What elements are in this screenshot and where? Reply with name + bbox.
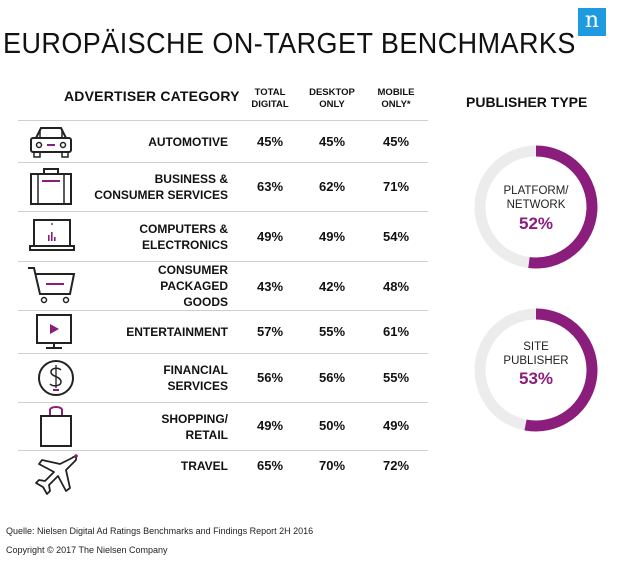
header-desktop-line1: DESKTOP (309, 87, 355, 98)
header-advertiser-category: ADVERTISER CATEGORY (64, 88, 240, 104)
mobile-only-value: 71% (382, 179, 410, 194)
car-icon (30, 127, 72, 158)
publisher-label-line: SITE (523, 341, 549, 353)
row-divider (18, 120, 428, 121)
category-label-line: BUSINESS & (154, 172, 228, 186)
publisher-label-line: NETWORK (506, 199, 566, 211)
mobile-only-value: 55% (382, 370, 410, 385)
publisher-label-line: PUBLISHER (503, 355, 569, 367)
page-title: EUROPÄISCHE ON-TARGET BENCHMARKS (3, 28, 576, 60)
category-label-line: RETAIL (185, 427, 228, 442)
dollar-icon (38, 360, 74, 396)
row-divider (18, 261, 428, 262)
mobile-only-value: 45% (382, 134, 410, 149)
header-publisher-type: PUBLISHER TYPE (466, 94, 588, 110)
category-label: ENTERTAINMENT (88, 311, 228, 353)
row-divider (18, 310, 428, 311)
row-divider (18, 211, 428, 212)
desktop-only-value: 45% (318, 134, 346, 149)
mobile-only-value: 54% (382, 229, 410, 244)
category-label: BUSINESS & CONSUMER SERVICES (88, 163, 228, 211)
platform-network-donut (474, 145, 598, 269)
desktop-only-value: 70% (318, 458, 346, 473)
total-digital-value: 56% (256, 370, 284, 385)
mobile-only-value: 48% (382, 279, 410, 294)
category-label-line: SHOPPING/ (161, 411, 228, 426)
desktop-only-value: 56% (318, 370, 346, 385)
publisher-percentage: 52% (518, 214, 554, 233)
desktop-only-value: 62% (318, 179, 346, 194)
category-label-line: ENTERTAINMENT (126, 325, 228, 339)
publisher-percentage: 53% (518, 369, 554, 388)
laptop-icon (29, 219, 75, 251)
mobile-only-value: 49% (382, 418, 410, 433)
total-digital-value: 49% (256, 229, 284, 244)
donut-value-arc (528, 145, 598, 269)
desktop-only-value: 42% (318, 279, 346, 294)
category-label-line: FINANCIAL (163, 363, 228, 377)
airplane-icon (35, 454, 78, 495)
category-label-line: SERVICES (167, 379, 228, 393)
desktop-only-value: 49% (318, 229, 346, 244)
header-total-line2: DIGITAL (251, 99, 289, 110)
header-mobile-line1: MOBILE (377, 87, 415, 98)
tv-play-icon (36, 314, 72, 349)
total-digital-value: 65% (256, 458, 284, 473)
row-divider (18, 353, 428, 354)
header-desktop-line2: ONLY (319, 99, 345, 110)
nielsen-logo: n (578, 8, 606, 36)
category-label: COMPUTERS & ELECTRONICS (88, 212, 228, 261)
publisher-label-line: PLATFORM/ (503, 185, 569, 197)
category-label: FINANCIAL SERVICES (88, 354, 228, 402)
category-label-line: AUTOMOTIVE (148, 134, 228, 149)
category-label-line: GOODS (183, 295, 228, 309)
row-divider (18, 402, 428, 403)
header-mobile-line2: ONLY* (381, 99, 411, 110)
total-digital-value: 57% (256, 324, 284, 339)
row-divider (18, 450, 428, 451)
category-label-line: CONSUMER PACKAGED (157, 263, 228, 293)
copyright-note: Copyright © 2017 The Nielsen Company (6, 545, 168, 555)
mobile-only-value: 72% (382, 458, 410, 473)
desktop-only-value: 50% (318, 418, 346, 433)
header-total-line1: TOTAL (254, 87, 286, 98)
header-desktop-only: DESKTOP ONLY (302, 87, 362, 111)
cart-icon (28, 267, 76, 304)
category-label: SHOPPING/ RETAIL (88, 403, 228, 450)
category-label: CONSUMER PACKAGED GOODS (88, 262, 228, 310)
header-mobile-only: MOBILE ONLY* (366, 87, 426, 111)
desktop-only-value: 55% (318, 324, 346, 339)
source-note: Quelle: Nielsen Digital Ad Ratings Bench… (6, 526, 314, 536)
category-label: TRAVEL (88, 451, 228, 481)
site-publisher-donut (474, 308, 598, 432)
total-digital-value: 43% (256, 279, 284, 294)
category-label-line: CONSUMER SERVICES (94, 188, 228, 202)
category-label: AUTOMOTIVE (88, 121, 228, 162)
publisher-label: SITE PUBLISHER (476, 340, 596, 368)
row-divider (18, 162, 428, 163)
total-digital-value: 63% (256, 179, 284, 194)
mobile-only-value: 61% (382, 324, 410, 339)
total-digital-value: 49% (256, 418, 284, 433)
category-label-line: COMPUTERS & (139, 221, 228, 236)
briefcase-icon (30, 168, 72, 205)
category-label-line: TRAVEL (180, 459, 228, 473)
category-label-line: ELECTRONICS (141, 237, 228, 252)
total-digital-value: 45% (256, 134, 284, 149)
publisher-label: PLATFORM/ NETWORK (476, 184, 596, 212)
header-total-digital: TOTAL DIGITAL (240, 87, 300, 111)
shopping-bag-icon (40, 406, 72, 447)
donut-value-arc (524, 308, 598, 432)
